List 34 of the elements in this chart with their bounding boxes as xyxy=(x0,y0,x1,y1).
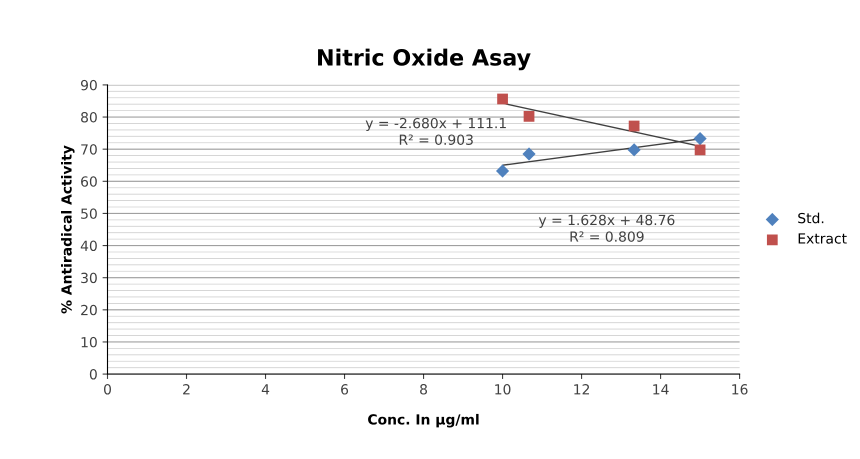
point xyxy=(496,164,510,178)
y-tick-label: 80 xyxy=(81,112,97,123)
annotation: y = 1.628x + 48.76 R² = 0.809 xyxy=(538,214,674,242)
legend-label: Std. xyxy=(798,212,824,224)
point xyxy=(628,143,641,156)
y-tick-label: 70 xyxy=(81,144,97,155)
point xyxy=(524,111,534,122)
point xyxy=(628,120,640,132)
y-tick-label: 50 xyxy=(81,208,97,219)
chart-title: Nitric Oxide Asay xyxy=(318,48,531,70)
point xyxy=(522,147,536,161)
x-axis-title: Conc. In µg/ml xyxy=(368,414,479,428)
x-tick-label: 2 xyxy=(183,384,190,394)
point xyxy=(497,94,508,104)
annotation: y = -2.680x + 111.1 R² = 0.903 xyxy=(366,118,506,145)
y-tick-label: 40 xyxy=(80,240,97,252)
y-tick-label: 20 xyxy=(81,304,97,316)
x-tick-label: 6 xyxy=(341,384,348,395)
x-tick-label: 16 xyxy=(732,384,748,395)
point xyxy=(694,144,706,156)
y-tick-label: 90 xyxy=(80,80,97,90)
x-tick-label: 14 xyxy=(653,384,669,394)
x-tick-label: 8 xyxy=(420,384,428,395)
point xyxy=(694,132,707,146)
y-tick-label: 10 xyxy=(82,336,97,348)
y-tick-label: 30 xyxy=(81,272,97,284)
x-tick-label: 4 xyxy=(262,384,270,394)
x-tick-label: 10 xyxy=(495,384,510,395)
legend-label: Extract xyxy=(798,233,847,244)
y-axis-title: % Antiradical Activity xyxy=(61,145,75,314)
y-tick-label: 0 xyxy=(90,369,97,380)
y-tick-label: 60 xyxy=(81,176,97,187)
x-tick-label: 0 xyxy=(104,384,111,395)
x-tick-label: 12 xyxy=(574,384,590,394)
